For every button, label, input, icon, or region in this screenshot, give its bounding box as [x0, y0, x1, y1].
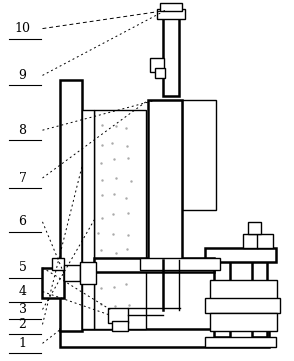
Text: 7: 7	[19, 171, 26, 184]
Bar	[140, 258, 220, 270]
Bar	[251, 258, 268, 338]
Bar	[163, 17, 179, 96]
Text: 2: 2	[19, 318, 26, 331]
Bar	[243, 234, 258, 248]
Text: 3: 3	[19, 303, 26, 316]
Bar	[210, 280, 277, 300]
Text: 1: 1	[19, 337, 26, 350]
Bar	[82, 110, 94, 330]
Bar	[80, 262, 96, 284]
Text: 4: 4	[19, 285, 26, 298]
Bar	[210, 313, 277, 331]
Bar	[160, 3, 182, 11]
Bar	[182, 100, 216, 210]
Bar	[258, 234, 273, 248]
Bar	[52, 258, 64, 270]
Bar	[43, 268, 64, 297]
Text: 8: 8	[19, 124, 26, 137]
Text: 9: 9	[19, 69, 26, 82]
Bar	[60, 81, 82, 331]
Bar	[64, 265, 80, 280]
Bar	[205, 297, 280, 313]
Bar	[155, 69, 165, 78]
Text: 10: 10	[15, 22, 31, 35]
Bar	[214, 258, 230, 338]
Bar	[148, 100, 182, 260]
Text: 5: 5	[19, 261, 26, 274]
Bar	[205, 248, 276, 262]
Bar	[248, 222, 261, 234]
Bar	[94, 258, 214, 271]
Bar	[60, 330, 269, 347]
Bar	[112, 321, 128, 331]
Bar	[205, 338, 276, 347]
Text: 6: 6	[19, 216, 26, 229]
Bar	[157, 9, 185, 19]
Bar	[94, 110, 146, 330]
Bar	[108, 308, 128, 323]
Bar	[150, 58, 164, 73]
